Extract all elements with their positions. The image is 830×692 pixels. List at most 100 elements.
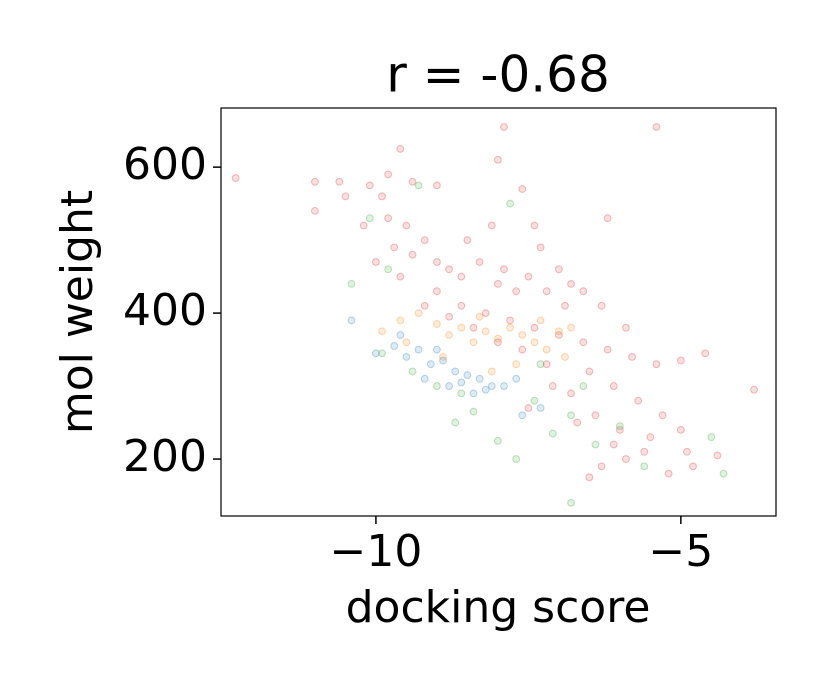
point (622, 323, 630, 332)
point (603, 345, 612, 354)
point (493, 338, 502, 347)
point (707, 433, 716, 442)
point (554, 331, 563, 339)
point (433, 181, 441, 190)
point (433, 320, 441, 328)
point (487, 382, 496, 390)
point (469, 389, 478, 398)
point (640, 462, 649, 471)
point (445, 265, 453, 274)
point (402, 221, 411, 230)
point (561, 352, 569, 361)
point (676, 356, 685, 365)
point (335, 177, 344, 186)
point (493, 279, 502, 288)
point (536, 316, 545, 325)
point (475, 374, 484, 383)
point (518, 185, 527, 193)
point (457, 389, 466, 398)
point (518, 331, 527, 339)
point (408, 250, 417, 259)
point (512, 455, 521, 463)
point (628, 352, 636, 361)
point (524, 404, 533, 412)
point (487, 221, 496, 230)
point (542, 360, 551, 369)
point (457, 301, 466, 310)
point (676, 425, 685, 434)
point (634, 396, 643, 405)
point (402, 352, 411, 361)
point (457, 272, 466, 281)
y-tick-label: 200 (123, 431, 207, 482)
point (683, 447, 691, 456)
point (640, 447, 649, 456)
point (396, 316, 405, 325)
point (451, 418, 460, 427)
point (652, 360, 661, 369)
point (500, 123, 508, 131)
point (426, 360, 435, 369)
point (609, 382, 618, 390)
point (469, 407, 478, 416)
point (658, 411, 667, 420)
point (701, 349, 710, 358)
point (231, 174, 240, 182)
point (384, 265, 393, 274)
point (615, 425, 624, 434)
point (487, 367, 496, 376)
point (311, 177, 319, 186)
point (378, 327, 386, 336)
point (506, 323, 514, 332)
point (536, 360, 545, 369)
point (433, 287, 441, 296)
point (396, 272, 405, 281)
y-tick-label: 600 (123, 139, 207, 190)
point (347, 316, 356, 325)
point (530, 221, 539, 230)
point (390, 342, 399, 350)
point (433, 345, 441, 354)
point (585, 367, 594, 376)
point (451, 367, 460, 376)
point (384, 170, 393, 179)
point (420, 236, 429, 245)
point (554, 327, 563, 336)
point (500, 265, 508, 274)
point (408, 177, 417, 186)
point (652, 123, 661, 131)
point (567, 389, 575, 398)
point (567, 498, 575, 507)
point (518, 345, 527, 354)
point (365, 214, 374, 223)
point (493, 334, 502, 343)
point (469, 323, 478, 332)
point (378, 192, 386, 201)
point (664, 469, 673, 478)
point (372, 349, 380, 358)
point (481, 385, 490, 394)
point (311, 207, 319, 215)
point (378, 349, 386, 358)
point (597, 462, 606, 471)
point (615, 422, 624, 431)
point (439, 352, 447, 361)
y-axis-label: mol weight (52, 190, 103, 434)
point (414, 309, 423, 317)
point (347, 279, 356, 288)
point (493, 155, 502, 164)
x-tick-label: −10 (329, 526, 422, 577)
y-tick-label: 400 (123, 285, 207, 336)
point (536, 243, 545, 252)
point (506, 316, 514, 325)
point (567, 323, 575, 332)
point (518, 411, 527, 420)
point (646, 433, 655, 442)
point (524, 272, 533, 281)
point (719, 469, 728, 478)
chart-title: r = -0.68 (386, 46, 610, 104)
point (713, 451, 722, 460)
point (445, 312, 453, 321)
